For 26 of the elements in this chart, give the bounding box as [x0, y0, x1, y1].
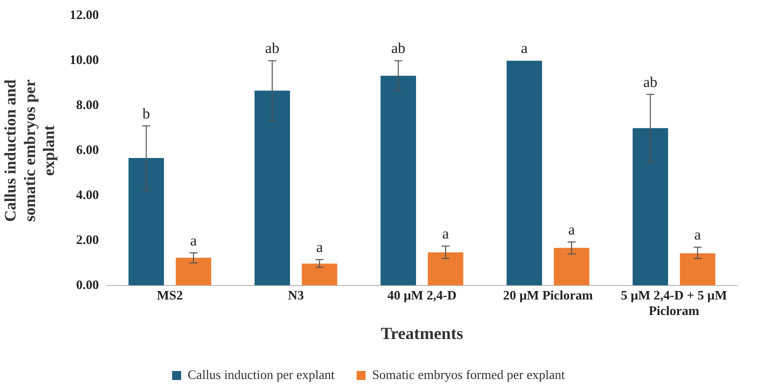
y-tick-label: 10.00 [70, 52, 99, 68]
x-axis-title: Treatments [380, 324, 464, 344]
x-tick-label: 5 µM 2,4-D + 5 µM Picloram [620, 288, 728, 318]
data-label: a [190, 233, 198, 250]
x-tick-label: N3 [288, 288, 304, 303]
data-label: ab [643, 74, 658, 91]
data-label: a [316, 240, 324, 256]
y-tick-label: 12.00 [70, 7, 99, 22]
legend-label: Somatic embryos formed per explant [372, 366, 566, 382]
y-tick-label: 4.00 [76, 186, 99, 202]
data-label: b [142, 106, 150, 122]
y-tick-label: 6.00 [76, 142, 99, 157]
y-tick-label: 8.00 [76, 97, 99, 112]
x-tick-label: MS2 [156, 288, 183, 303]
y-tick-label: 0.00 [76, 276, 99, 292]
data-label: ab [391, 41, 406, 58]
legend-label: Callus induction per explant [188, 366, 335, 382]
x-tick-label: 20 µM Picloram [503, 288, 594, 303]
data-label: a [442, 226, 450, 243]
x-tick-label: 40 µM 2,4-D [387, 288, 457, 303]
data-label: a [520, 41, 528, 58]
data-label: a [694, 228, 702, 244]
y-axis-title: Callus induction and somatic embryos per explant [2, 79, 58, 222]
data-label: a [568, 222, 576, 238]
data-label: ab [265, 41, 280, 58]
y-tick-label: 2.00 [76, 232, 99, 247]
